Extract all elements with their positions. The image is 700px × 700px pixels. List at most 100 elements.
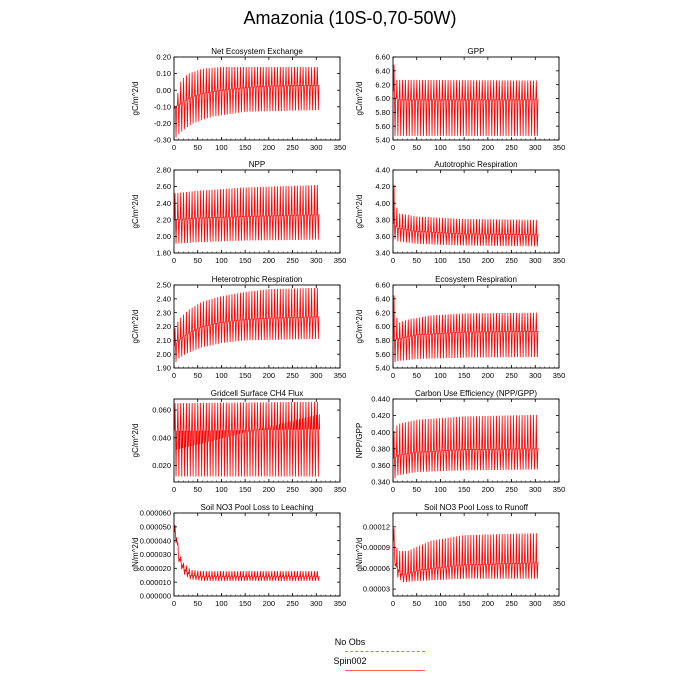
y-tick-label: 0.060 <box>152 406 171 415</box>
y-tick-label: 5.60 <box>375 350 390 359</box>
x-tick-label: 350 <box>334 143 347 152</box>
x-tick-label: 300 <box>310 256 323 265</box>
x-tick-label: 0 <box>391 371 395 380</box>
x-tick-label: 300 <box>310 371 323 380</box>
y-tick-label: 0.00006 <box>363 564 390 573</box>
y-tick-label: 0.420 <box>371 411 390 420</box>
y-tick-label: 6.00 <box>375 322 390 331</box>
y-axis-label: gC/m^2/d <box>355 310 364 344</box>
y-tick-label: 1.80 <box>156 249 171 258</box>
legend-label-spin002: Spin002 <box>333 656 367 666</box>
x-tick-label: 0 <box>391 143 395 152</box>
y-tick-label: 3.60 <box>375 232 390 241</box>
y-tick-label: 6.20 <box>375 80 390 89</box>
y-tick-label: 2.30 <box>156 308 171 317</box>
x-tick-label: 250 <box>505 371 518 380</box>
chart-panel-1: GPP 0 50 100 150 200 250 300 350 5.40 5.60 5.80 6.00… <box>355 47 565 152</box>
x-tick-label: 300 <box>529 143 542 152</box>
chart-title: Net Ecosystem Exchange <box>211 47 303 56</box>
x-tick-label: 0 <box>172 599 176 608</box>
chart-title: Soil NO3 Pool Loss to Runoff <box>424 503 529 512</box>
x-tick-label: 250 <box>505 143 518 152</box>
y-tick-label: 5.40 <box>375 136 390 145</box>
chart-title: Gridcell Surface CH4 Flux <box>211 389 303 398</box>
x-tick-label: 200 <box>482 371 495 380</box>
x-tick-label: 250 <box>286 599 299 608</box>
y-tick-label: 0.380 <box>371 444 390 453</box>
y-tick-label: 5.40 <box>375 364 390 373</box>
x-tick-label: 0 <box>172 143 176 152</box>
y-tick-label: 0.000050 <box>140 522 171 531</box>
x-tick-label: 150 <box>458 143 471 152</box>
x-tick-label: 100 <box>434 256 447 265</box>
x-tick-label: 150 <box>458 599 471 608</box>
x-tick-label: 300 <box>529 371 542 380</box>
x-tick-label: 100 <box>434 599 447 608</box>
series-line-spin002 <box>393 64 539 136</box>
chart-panel-5: Ecosystem Respiration 0 50 100 150 200 250 300 3… <box>355 275 565 380</box>
chart-title: Ecosystem Respiration <box>435 275 517 284</box>
chart-title: Autotrophic Respiration <box>434 160 517 169</box>
x-tick-label: 200 <box>482 485 495 494</box>
x-tick-label: 200 <box>263 143 276 152</box>
x-tick-label: 350 <box>334 599 347 608</box>
x-tick-label: 50 <box>413 143 421 152</box>
x-tick-label: 200 <box>263 485 276 494</box>
y-tick-label: 6.40 <box>375 294 390 303</box>
chart-panel-0: Net Ecosystem Exchange 0 50 100 150 200 250 300… <box>131 47 346 152</box>
x-tick-label: 0 <box>172 371 176 380</box>
x-tick-label: 50 <box>194 485 202 494</box>
y-axis-label: gC/m^2/d <box>131 195 140 229</box>
x-tick-label: 350 <box>334 371 347 380</box>
plot-frame <box>392 512 560 597</box>
legend-label-no-obs: No Obs <box>334 637 366 647</box>
y-tick-label: 0.00 <box>156 86 171 95</box>
x-tick-label: 100 <box>215 143 228 152</box>
y-tick-label: 5.80 <box>375 336 390 345</box>
x-tick-label: 50 <box>413 485 421 494</box>
plot-frame <box>392 398 560 483</box>
plot-frame <box>173 169 341 254</box>
x-tick-label: 350 <box>334 485 347 494</box>
x-tick-label: 50 <box>194 371 202 380</box>
chart-panel-2: NPP 0 50 100 150 200 250 300 350 1.80 2.00 2.20 2.40… <box>131 160 346 265</box>
y-tick-label: 6.20 <box>375 308 390 317</box>
x-tick-label: 50 <box>413 599 421 608</box>
x-tick-label: 50 <box>194 256 202 265</box>
x-tick-label: 250 <box>505 485 518 494</box>
y-axis-label: gN/m^2/d <box>355 538 364 572</box>
y-tick-label: 0.000040 <box>140 536 171 545</box>
y-tick-label: 0.10 <box>156 69 171 78</box>
series-line-spin002 <box>393 295 539 362</box>
chart-panel-7: Carbon Use Efficiency (NPP/GPP) 0 50 100 150… <box>355 389 565 494</box>
x-tick-label: 300 <box>310 143 323 152</box>
x-tick-label: 200 <box>263 599 276 608</box>
y-tick-label: 2.80 <box>156 166 171 175</box>
series-line-spin002 <box>174 287 320 362</box>
y-axis-label: gN/m^2/d <box>131 538 140 572</box>
x-tick-label: 150 <box>458 371 471 380</box>
plot-frame <box>173 56 341 141</box>
x-tick-label: 250 <box>286 143 299 152</box>
x-tick-label: 350 <box>553 371 566 380</box>
y-tick-label: 4.40 <box>375 166 390 175</box>
y-tick-label: 0.040 <box>152 433 171 442</box>
x-tick-label: 150 <box>458 485 471 494</box>
y-tick-label: 0.000020 <box>140 564 171 573</box>
chart-panel-4: Heterotrophic Respiration 0 50 100 150 200 250… <box>131 275 346 380</box>
x-tick-label: 150 <box>458 256 471 265</box>
x-tick-label: 250 <box>286 371 299 380</box>
series-line-spin002 <box>393 414 539 479</box>
x-tick-label: 200 <box>263 371 276 380</box>
y-tick-label: 6.60 <box>375 281 390 290</box>
x-tick-label: 100 <box>434 143 447 152</box>
series-line-spin002 <box>174 185 320 244</box>
x-tick-label: 300 <box>529 485 542 494</box>
x-tick-label: 100 <box>215 485 228 494</box>
y-tick-label: 0.000000 <box>140 592 171 601</box>
chart-title: GPP <box>468 47 485 56</box>
y-axis-label: gC/m^2/d <box>355 195 364 229</box>
y-tick-label: 3.40 <box>375 249 390 258</box>
y-tick-label: 0.000030 <box>140 550 171 559</box>
